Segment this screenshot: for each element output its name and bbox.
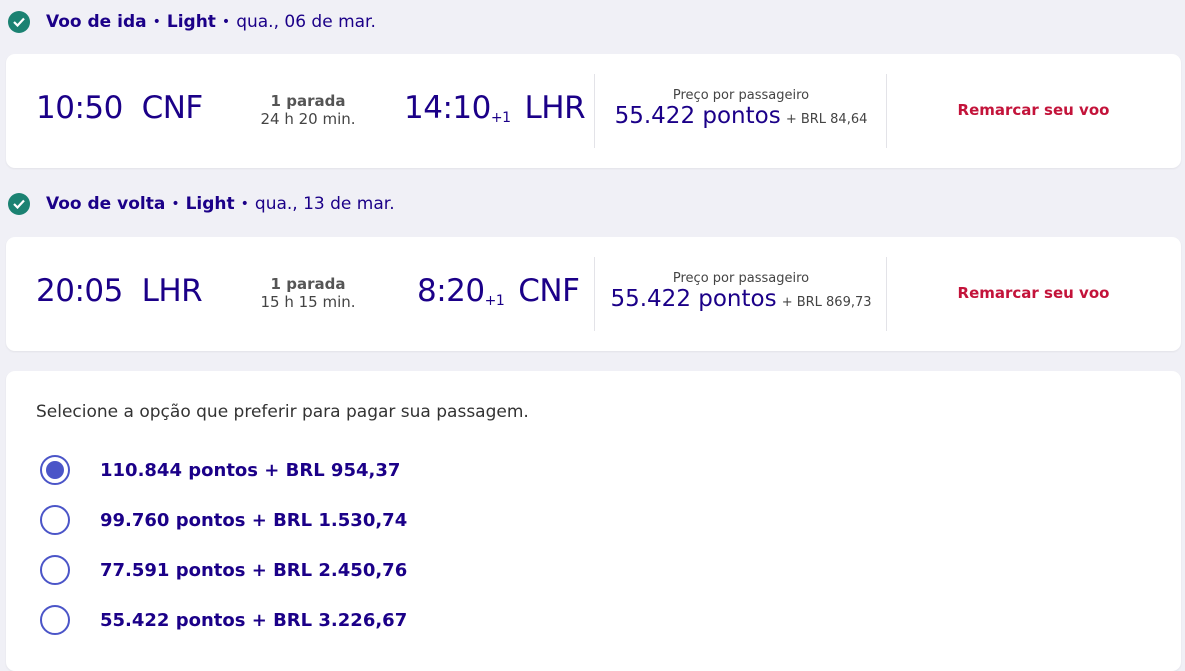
arrival-airport: LHR <box>524 90 586 126</box>
departure-time: 10:50 <box>36 90 123 126</box>
radio-icon[interactable] <box>40 555 70 585</box>
price-cash: + BRL 869,73 <box>781 295 872 310</box>
fare-name: Light <box>166 12 216 32</box>
day-offset: +1 <box>484 293 505 309</box>
flight-date: qua., 13 de mar. <box>254 194 395 214</box>
outbound-flight-card: 10:50 CNF 1 parada 24 h 20 min. 14:10+1 LH… <box>6 54 1181 168</box>
rebook-flight-link[interactable]: Remarcar seu voo <box>957 101 1110 119</box>
radio-icon[interactable] <box>40 505 70 535</box>
radio-icon[interactable] <box>40 605 70 635</box>
price-points: 55.422 pontos <box>614 103 781 129</box>
option-label: 110.844 pontos + BRL 954,37 <box>100 459 401 481</box>
payment-question: Selecione a opção que preferir para paga… <box>36 402 529 422</box>
flight-date: qua., 06 de mar. <box>236 12 376 32</box>
divider <box>886 257 887 331</box>
day-offset: +1 <box>490 110 511 126</box>
rebook-flight-link[interactable]: Remarcar seu voo <box>957 284 1110 302</box>
payment-option[interactable]: 110.844 pontos + BRL 954,37 <box>40 455 400 485</box>
flight-direction: Voo de ida <box>46 12 147 32</box>
duration: 24 h 20 min. <box>260 110 356 128</box>
price-label: Preço por passageiro <box>672 271 810 286</box>
duration: 15 h 15 min. <box>260 293 356 311</box>
option-label: 55.422 pontos + BRL 3.226,67 <box>100 609 408 631</box>
option-label: 99.760 pontos + BRL 1.530,74 <box>100 509 408 531</box>
return-header: Voo de volta • Light • qua., 13 de mar. <box>8 193 395 215</box>
departure-airport: CNF <box>141 90 204 126</box>
divider <box>594 74 595 148</box>
stops: 1 parada <box>270 275 346 293</box>
price-label: Preço por passageiro <box>672 88 810 103</box>
arrival-time: 8:20 <box>417 273 485 309</box>
departure-airport: LHR <box>141 273 203 309</box>
payment-options-card: Selecione a opção que preferir para paga… <box>6 371 1181 671</box>
arrival-time: 14:10 <box>404 90 491 126</box>
arrival-airport: CNF <box>518 273 580 309</box>
price-cash: + BRL 84,64 <box>785 112 868 127</box>
option-label: 77.591 pontos + BRL 2.450,76 <box>100 559 408 581</box>
price-points: 55.422 pontos <box>610 286 777 312</box>
divider <box>594 257 595 331</box>
check-icon <box>8 193 30 215</box>
divider <box>886 74 887 148</box>
radio-selected-icon[interactable] <box>40 455 70 485</box>
check-icon <box>8 11 30 33</box>
departure-time: 20:05 <box>36 273 123 309</box>
payment-option[interactable]: 55.422 pontos + BRL 3.226,67 <box>40 605 407 635</box>
flight-direction: Voo de volta <box>46 194 166 214</box>
payment-option[interactable]: 99.760 pontos + BRL 1.530,74 <box>40 505 407 535</box>
outbound-header: Voo de ida • Light • qua., 06 de mar. <box>8 11 376 33</box>
return-flight-card: 20:05 LHR 1 parada 15 h 15 min. 8:20+1 CNF… <box>6 237 1181 351</box>
fare-name: Light <box>185 194 235 214</box>
stops: 1 parada <box>270 92 346 110</box>
payment-option[interactable]: 77.591 pontos + BRL 2.450,76 <box>40 555 407 585</box>
